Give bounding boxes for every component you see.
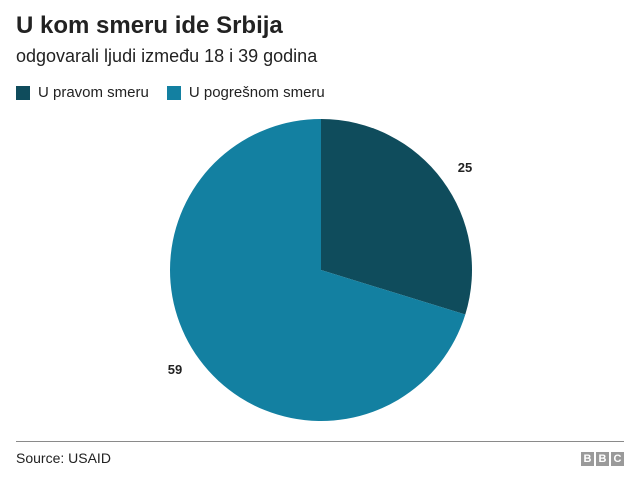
pie-slice-pravom <box>321 119 472 315</box>
data-label-pravom: 25 <box>458 160 472 175</box>
legend-swatch-pravom <box>16 85 30 100</box>
legend-label-pogresnom: U pogrešnom smeru <box>188 84 325 101</box>
bbc-logo: B B C <box>579 452 624 466</box>
bbc-logo-block: C <box>611 452 624 466</box>
legend-swatch-pogresnom <box>166 85 181 100</box>
chart-legend: U pravom smeru U pogrešnom smeru <box>16 84 343 101</box>
pie-slice-pogresnom <box>170 119 466 421</box>
bbc-logo-block: B <box>581 452 594 466</box>
legend-item-pogresnom: U pogrešnom smeru <box>166 84 325 101</box>
legend-label-pravom: U pravom smeru <box>38 84 149 101</box>
footer-divider <box>16 441 624 442</box>
data-label-pogresnom: 59 <box>168 362 182 377</box>
source-note: Source: USAID <box>16 450 111 466</box>
legend-item-pravom: U pravom smeru <box>16 84 149 101</box>
chart-subtitle: odgovarali ljudi između 18 i 39 godina <box>16 46 318 66</box>
chart-title: U kom smeru ide Srbija <box>16 12 283 39</box>
bbc-logo-block: B <box>596 452 609 466</box>
